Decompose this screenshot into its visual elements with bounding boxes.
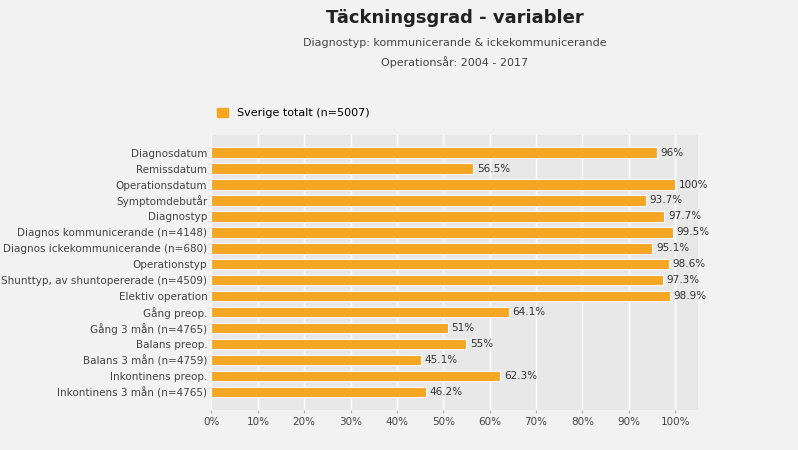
Legend: Sverige totalt (n=5007): Sverige totalt (n=5007)	[217, 108, 369, 118]
Text: 45.1%: 45.1%	[425, 355, 457, 365]
Text: 98.9%: 98.9%	[674, 291, 707, 301]
Text: Operationsår: 2004 - 2017: Operationsår: 2004 - 2017	[381, 56, 528, 68]
Text: 62.3%: 62.3%	[504, 371, 537, 381]
Text: 56.5%: 56.5%	[477, 164, 510, 174]
Bar	[211, 339, 467, 349]
Text: Diagnostyp: kommunicerande & ickekommunicerande: Diagnostyp: kommunicerande & ickekommuni…	[303, 38, 606, 48]
Bar	[211, 227, 673, 238]
Bar	[211, 243, 652, 253]
Text: 51%: 51%	[452, 323, 475, 333]
Bar	[211, 148, 657, 158]
Text: 96%: 96%	[660, 148, 683, 157]
Bar	[211, 291, 670, 302]
Bar	[211, 307, 508, 317]
Bar	[211, 387, 425, 397]
Bar	[211, 180, 675, 190]
Text: 95.1%: 95.1%	[656, 243, 689, 253]
Bar	[211, 275, 662, 285]
Text: 97.3%: 97.3%	[666, 275, 699, 285]
Bar	[211, 371, 500, 381]
Text: 46.2%: 46.2%	[429, 387, 463, 397]
Text: 99.5%: 99.5%	[677, 227, 709, 238]
Bar	[211, 259, 669, 270]
Bar	[211, 323, 448, 333]
Bar	[211, 195, 646, 206]
Text: 55%: 55%	[470, 339, 493, 349]
Text: 64.1%: 64.1%	[512, 307, 546, 317]
Text: Täckningsgrad - variabler: Täckningsgrad - variabler	[326, 9, 583, 27]
Text: 98.6%: 98.6%	[672, 259, 705, 269]
Bar	[211, 355, 421, 365]
Text: 100%: 100%	[679, 180, 709, 189]
Bar	[211, 211, 665, 221]
Text: 93.7%: 93.7%	[650, 195, 683, 206]
Bar	[211, 163, 473, 174]
Text: 97.7%: 97.7%	[668, 212, 701, 221]
